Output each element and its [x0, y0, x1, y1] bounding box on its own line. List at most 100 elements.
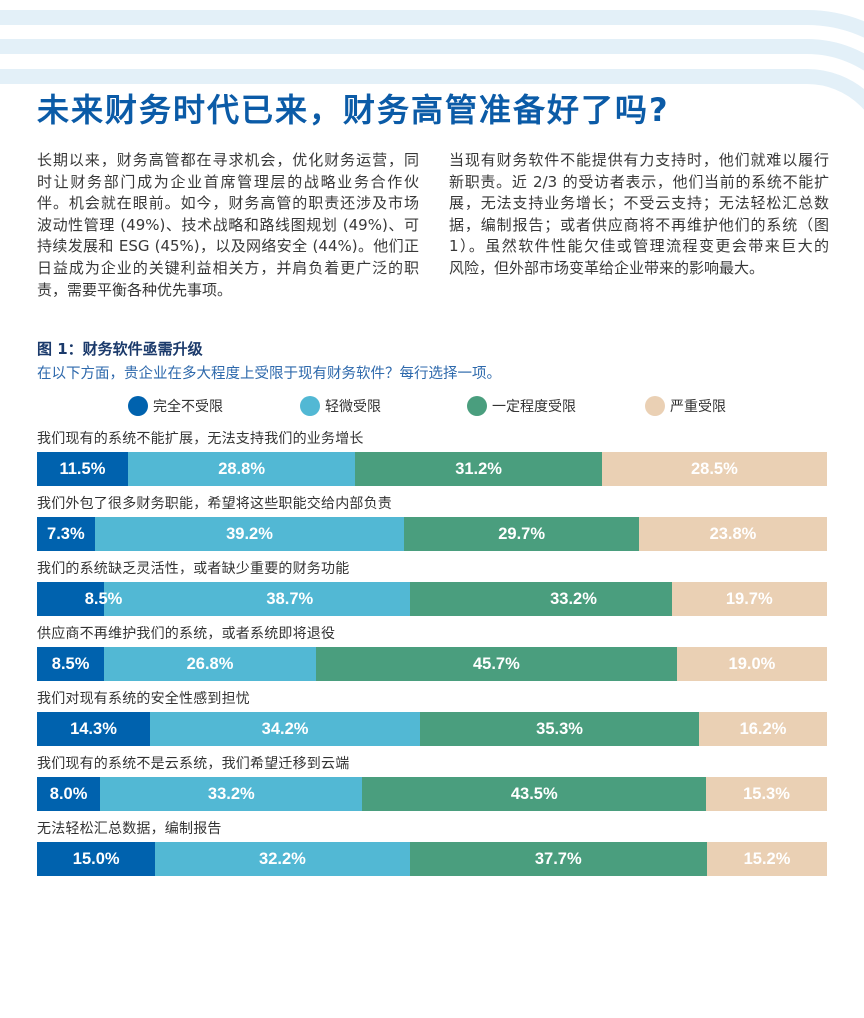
bar-segment-severely-limited: 16.2%	[699, 712, 827, 746]
bar-value-label: 28.8%	[218, 459, 265, 478]
chart-legend: 完全不受限 轻微受限 一定程度受限 严重受限	[0, 396, 864, 416]
bar-value-label: 7.3%	[47, 524, 85, 543]
bar-value-label: 15.0%	[72, 849, 120, 868]
bar-value-label: 34.2%	[261, 719, 309, 738]
bar-value-label: 19.7%	[725, 589, 773, 608]
bar-segment-severely-limited: 23.8%	[638, 517, 827, 551]
stacked-bar: 8.0% 33.2% 43.5% 15.3%	[37, 777, 827, 811]
legend-item-somewhat-limited: 一定程度受限	[467, 396, 576, 416]
bar-segment-somewhat-limited: 29.7%	[404, 517, 639, 551]
intro-paragraph-right: 当现有财务软件不能提供有力支持时，他们就难以履行 新职责。近 2/3 的受访者表…	[449, 150, 829, 280]
bar-value-label: 28.5%	[691, 459, 738, 478]
row-category-label: 我们的系统缺乏灵活性，或者缺少重要的财务功能	[37, 561, 350, 577]
legend-dot-icon	[128, 396, 148, 416]
bar-segment-severely-limited: 15.2%	[707, 842, 827, 876]
bar-value-label: 33.2%	[207, 784, 255, 803]
bar-segment-slightly-limited: 26.8%	[104, 647, 316, 681]
stacked-bar: 8.5% 26.8% 45.7% 19.0%	[37, 647, 827, 681]
chart-row: 我们外包了很多财务职能，希望将这些职能交给内部负责 7.3% 39.2% 29.7% 2…	[37, 490, 827, 555]
bar-segment-somewhat-limited: 43.5%	[362, 777, 707, 811]
bar-segment-not-limited: 15.0%	[37, 842, 156, 876]
legend-item-slightly-limited: 轻微受限	[300, 396, 381, 416]
bar-value-label: 29.7%	[498, 524, 546, 543]
bar-value-label: 43.5%	[510, 784, 558, 803]
row-category-label: 我们现有的系统不是云系统，我们希望迁移到云端	[37, 756, 350, 772]
paragraph-line: 展，无法支持业务增长；不受云支持；无法轻松汇总数	[449, 194, 829, 213]
row-category-label: 我们外包了很多财务职能，希望将这些职能交给内部负责	[37, 496, 392, 512]
stripe-3	[0, 69, 864, 110]
bar-value-label: 39.2%	[226, 524, 273, 543]
paragraph-line: 长期以来，财务高管都在寻求机会，优化财务运营，同	[37, 151, 419, 169]
paragraph-line: 据，编制报告；或者供应商将不再维护他们的系统（图	[449, 215, 829, 234]
bar-value-label: 37.7%	[534, 849, 582, 868]
legend-dot-icon	[645, 396, 665, 416]
paragraph-line: 时让财务部门成为企业首席管理层的战略业务合作伙	[37, 172, 419, 191]
chart-row: 我们现有的系统不能扩展，无法支持我们的业务增长 11.5% 28.8% 31.2% 28…	[37, 425, 827, 490]
legend-label: 严重受限	[670, 399, 726, 415]
stacked-bar-chart: 我们现有的系统不能扩展，无法支持我们的业务增长 11.5% 28.8% 31.2% 28…	[37, 425, 827, 880]
bar-segment-slightly-limited: 38.7%	[104, 582, 410, 616]
bar-segment-slightly-limited: 33.2%	[100, 777, 363, 811]
bar-value-label: 26.8%	[186, 654, 234, 673]
stacked-bar: 11.5% 28.8% 31.2% 28.5%	[37, 452, 827, 486]
bar-segment-somewhat-limited: 37.7%	[409, 842, 708, 876]
paragraph-line: 1）。虽然软件性能欠佳或管理流程变更会带来巨大的	[449, 237, 829, 256]
stripe-1	[0, 10, 864, 38]
bar-segment-slightly-limited: 32.2%	[155, 842, 410, 876]
row-category-label: 无法轻松汇总数据，编制报告	[37, 821, 222, 837]
paragraph-line: 当现有财务软件不能提供有力支持时，他们就难以履行	[449, 151, 829, 169]
intro-paragraph-left: 长期以来，财务高管都在寻求机会，优化财务运营，同 时让财务部门成为企业首席管理层…	[37, 150, 419, 301]
stripe-2	[0, 39, 864, 71]
bar-segment-not-limited: 14.3%	[37, 712, 150, 746]
bar-value-label: 33.2%	[550, 589, 597, 608]
bar-segment-slightly-limited: 28.8%	[127, 452, 356, 486]
row-category-label: 供应商不再维护我们的系统，或者系统即将退役	[37, 626, 336, 642]
bar-value-label: 15.2%	[743, 849, 791, 868]
legend-item-not-limited: 完全不受限	[128, 396, 223, 416]
paragraph-line: 责，需要平衡各种优先事项。	[37, 280, 233, 299]
paragraph-line: 伴。机会就在眼前。如今，财务高管的职责还涉及市场	[37, 194, 419, 213]
paragraph-line: 新职责。近 2/3 的受访者表示，他们当前的系统不能扩	[449, 172, 829, 191]
row-category-label: 我们对现有系统的安全性感到担忧	[37, 691, 250, 707]
bar-segment-slightly-limited: 34.2%	[149, 712, 421, 746]
bar-value-label: 45.7%	[472, 654, 520, 673]
bar-value-label: 8.0%	[49, 784, 88, 803]
bar-segment-severely-limited: 28.5%	[601, 452, 827, 486]
bar-segment-somewhat-limited: 45.7%	[315, 647, 677, 681]
bar-segment-not-limited: 8.5%	[37, 647, 105, 681]
paragraph-line: 持续发展和 ESG (45%)，以及网络安全 (44%)。他们正	[37, 237, 419, 256]
bar-value-label: 38.7%	[266, 589, 314, 608]
bar-segment-severely-limited: 19.0%	[676, 647, 827, 681]
bar-value-label: 31.2%	[455, 459, 502, 478]
bar-segment-severely-limited: 15.3%	[706, 777, 827, 811]
bar-segment-somewhat-limited: 31.2%	[355, 452, 602, 486]
chart-row: 我们现有的系统不是云系统，我们希望迁移到云端 8.0% 33.2% 43.5% 15.3…	[37, 750, 827, 815]
legend-label: 完全不受限	[153, 399, 223, 415]
bar-segment-not-limited: 7.3%	[37, 517, 95, 551]
bar-segment-slightly-limited: 39.2%	[94, 517, 405, 551]
stacked-bar: 14.3% 34.2% 35.3% 16.2%	[37, 712, 827, 746]
bar-segment-somewhat-limited: 33.2%	[409, 582, 672, 616]
paragraph-line: 风险，但外部市场变革给企业带来的影响最大。	[449, 258, 765, 277]
legend-label: 轻微受限	[325, 399, 381, 415]
figure-caption: 图 1：财务软件亟需升级	[37, 340, 203, 358]
bar-value-label: 16.2%	[739, 719, 787, 738]
figure-question: 在以下方面，贵企业在多大程度上受限于现有财务软件？每行选择一项。	[37, 366, 501, 382]
chart-row: 无法轻松汇总数据，编制报告 15.0% 32.2% 37.7% 15.2%	[37, 815, 827, 880]
legend-label: 一定程度受限	[492, 399, 576, 415]
bar-segment-severely-limited: 19.7%	[671, 582, 827, 616]
bar-segment-not-limited: 8.0%	[37, 777, 101, 811]
bar-segment-somewhat-limited: 35.3%	[420, 712, 699, 746]
legend-dot-icon	[467, 396, 487, 416]
bar-value-label: 14.3%	[70, 719, 117, 738]
paragraph-line: 波动性管理 (49%)、技术战略和路线图规划 (49%)、可	[37, 215, 419, 234]
stacked-bar: 8.5% 38.7% 33.2% 19.7%	[37, 582, 827, 616]
header-stripes-decoration	[0, 10, 864, 110]
paragraph-line: 日益成为企业的关键利益相关方，并肩负着更广泛的职	[37, 258, 419, 277]
bar-value-label: 35.3%	[536, 719, 583, 738]
chart-row: 我们对现有系统的安全性感到担忧 14.3% 34.2% 35.3% 16.2%	[37, 685, 827, 750]
chart-row: 供应商不再维护我们的系统，或者系统即将退役 8.5% 26.8% 45.7% 19.0%	[37, 620, 827, 685]
chart-row: 我们的系统缺乏灵活性，或者缺少重要的财务功能 8.5% 38.7% 33.2% 19.7…	[37, 555, 827, 620]
bar-value-label: 11.5%	[59, 459, 106, 478]
bar-value-label: 32.2%	[259, 849, 306, 868]
